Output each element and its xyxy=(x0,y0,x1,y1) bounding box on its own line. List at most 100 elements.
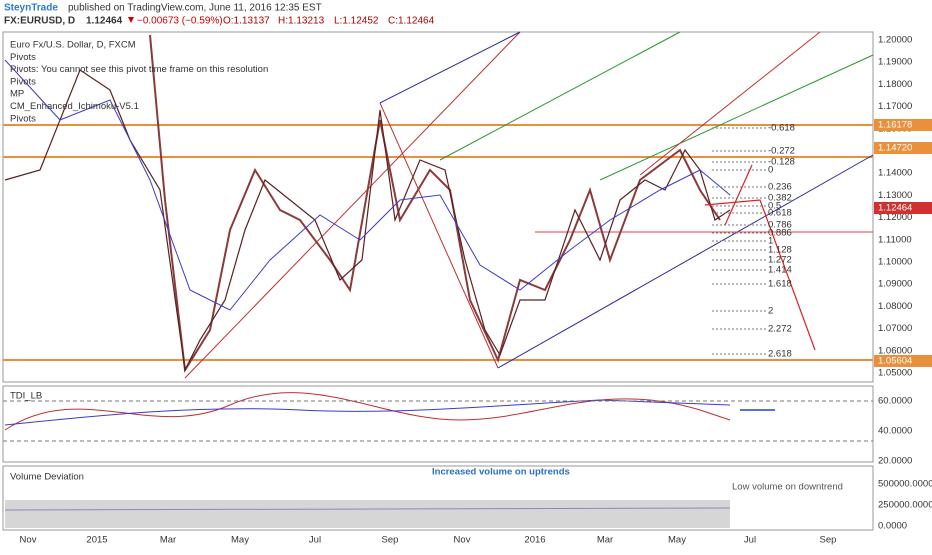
legend-entry: Euro Fx/U.S. Dollar, D, FXCM xyxy=(10,40,136,51)
cloud-edge xyxy=(149,34,721,373)
tdi-label: 20.0000 xyxy=(878,456,912,467)
fib-label: 1.414 xyxy=(768,265,792,276)
change: −0.00673 (−0.59%) xyxy=(137,16,223,27)
symbol: FX:EURUSD, D xyxy=(4,16,75,27)
fib-label: 2.272 xyxy=(768,324,792,335)
pitchfork-line xyxy=(379,31,521,104)
fib-label: 0.236 xyxy=(768,182,792,193)
price-tag xyxy=(874,119,932,131)
price-tag-label: 1.12464 xyxy=(878,203,912,214)
high: H:1.13213 xyxy=(278,16,325,27)
time-label: Sep xyxy=(382,535,399,546)
time-label: May xyxy=(231,535,249,546)
price-label: 1.07000 xyxy=(878,323,912,334)
time-label: Sep xyxy=(820,535,837,546)
price xyxy=(4,69,731,372)
fib-label: 1.272 xyxy=(768,255,792,266)
fib-label: 1.128 xyxy=(768,245,792,256)
fib-label: 1 xyxy=(768,236,773,247)
legend-entry: Pivots: You cannot see this pivot time f… xyxy=(10,64,268,75)
published: published on TradingView.com, June 11, 2… xyxy=(68,3,322,14)
time-label: 2016 xyxy=(524,535,545,546)
pitchfork-line xyxy=(379,102,499,369)
low: L:1.12452 xyxy=(334,16,379,27)
fib-label: 0.618 xyxy=(768,208,792,219)
drawings xyxy=(3,31,874,528)
legend-entry: Pivots xyxy=(10,113,36,124)
fib-label: 0.382 xyxy=(768,193,792,204)
fib-label: 2 xyxy=(768,306,773,317)
fib-label: 0.5 xyxy=(768,201,781,212)
pitchfork-line xyxy=(184,31,521,379)
fib-label: 0.886 xyxy=(768,228,792,239)
price-label: 1.10000 xyxy=(878,257,912,268)
price-tag-label: 1.16178 xyxy=(878,120,912,131)
volume-pane xyxy=(2,465,874,531)
price-label: 1.13000 xyxy=(878,190,912,201)
tdi-label: 60.0000 xyxy=(878,396,912,407)
panes xyxy=(2,31,874,531)
author[interactable]: SteynTrade xyxy=(4,3,58,14)
tdi-pane xyxy=(2,385,874,463)
pane-title: TDI_LB xyxy=(10,391,42,402)
time-label: Mar xyxy=(597,535,613,546)
price-label: 1.14000 xyxy=(878,168,912,179)
pitchfork-line xyxy=(497,154,874,369)
pitchfork-line xyxy=(439,31,681,161)
legend-entry: CM_Enhanced_Ichimoku-V5.1 xyxy=(10,101,139,112)
price-tag xyxy=(874,355,932,367)
last-price: 1.12464 xyxy=(86,16,123,27)
time-label: Nov xyxy=(20,535,37,546)
tdi-line xyxy=(4,392,731,431)
pitchfork-line xyxy=(639,31,821,176)
fib-label: 0 xyxy=(768,165,773,176)
volume-label: 0.0000 xyxy=(878,521,907,532)
pitchfork-line xyxy=(599,54,874,181)
price-label: 1.09000 xyxy=(878,279,912,290)
pane-title: Volume Deviation xyxy=(10,472,84,483)
volume-label: 500000.0000 xyxy=(878,479,932,490)
tdi-label: 40.0000 xyxy=(878,426,912,437)
price-tag xyxy=(874,142,932,154)
fib-label: 1.618 xyxy=(768,279,792,290)
open: O:1.13137 xyxy=(223,16,270,27)
time-label: 2015 xyxy=(86,535,107,546)
time-label: Nov xyxy=(454,535,471,546)
moving-average xyxy=(4,59,731,311)
annotation: Low volume on downtrend xyxy=(732,482,843,493)
price-label: 1.05000 xyxy=(878,368,912,379)
down-arrow xyxy=(128,17,134,23)
price-label: 1.19000 xyxy=(878,57,912,68)
legend-entry: Pivots xyxy=(10,52,36,63)
legend-entry: MP xyxy=(10,89,24,100)
price-label: 1.06000 xyxy=(878,345,912,356)
annotation: Increased volume on uptrends xyxy=(432,467,570,478)
price-label: 1.12000 xyxy=(878,212,912,223)
fib-label: -0.618 xyxy=(768,123,795,134)
volume-bars xyxy=(5,500,730,528)
price-label: 1.20000 xyxy=(878,35,912,46)
fib-label: -0.272 xyxy=(768,146,795,157)
volume-label: 250000.0000 xyxy=(878,500,932,511)
time-label: May xyxy=(668,535,686,546)
tdi-line xyxy=(4,399,731,426)
time-label: Jul xyxy=(744,535,756,546)
price-label: 1.08000 xyxy=(878,301,912,312)
fib-label: 2.618 xyxy=(768,349,792,360)
time-label: Mar xyxy=(160,535,176,546)
legend-entry: Pivots xyxy=(10,76,36,87)
price-label: 1.18000 xyxy=(878,79,912,90)
close: C:1.12464 xyxy=(388,16,435,27)
forecast-arrow xyxy=(704,199,816,351)
price-label: 1.11000 xyxy=(878,234,912,245)
fib-label: 0.786 xyxy=(768,220,792,231)
price-label: 1.17000 xyxy=(878,101,912,112)
price-tag xyxy=(874,202,932,214)
forecast-arrow xyxy=(724,164,753,226)
main-pane xyxy=(2,31,874,383)
price-tag-label: 1.05604 xyxy=(878,356,912,367)
fib-label: -0.128 xyxy=(768,157,795,168)
price-tag-label: 1.14720 xyxy=(878,143,912,154)
time-label: Jul xyxy=(309,535,321,546)
